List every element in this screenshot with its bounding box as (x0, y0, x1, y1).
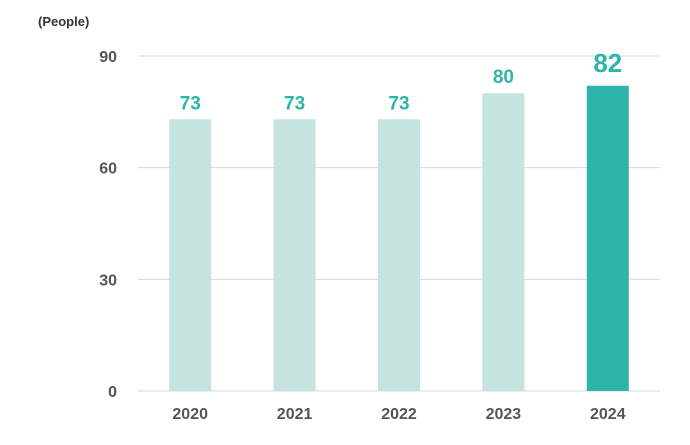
bar-2021 (273, 119, 316, 392)
x-tick-label: 2024 (590, 406, 626, 423)
data-label-2023: 80 (493, 67, 514, 88)
y-tick-label: 0 (108, 384, 117, 401)
x-tick-label: 2021 (277, 406, 313, 423)
y-axis-unit-label: (People) (38, 14, 90, 29)
data-label-2020: 73 (180, 93, 201, 114)
x-tick-label: 2022 (381, 406, 417, 423)
x-tick-label: 2020 (172, 406, 208, 423)
x-tick-label: 2023 (486, 406, 522, 423)
data-label-2024: 82 (593, 48, 622, 78)
data-label-2022: 73 (388, 93, 409, 114)
y-tick-label: 30 (99, 272, 117, 289)
bar-2023 (482, 93, 525, 391)
data-label-2021: 73 (284, 93, 305, 114)
bar-2022 (378, 119, 420, 392)
bar-2024 (586, 85, 629, 392)
bar-2020 (169, 119, 212, 392)
y-tick-label: 60 (99, 161, 117, 178)
y-tick-label: 90 (99, 49, 117, 66)
